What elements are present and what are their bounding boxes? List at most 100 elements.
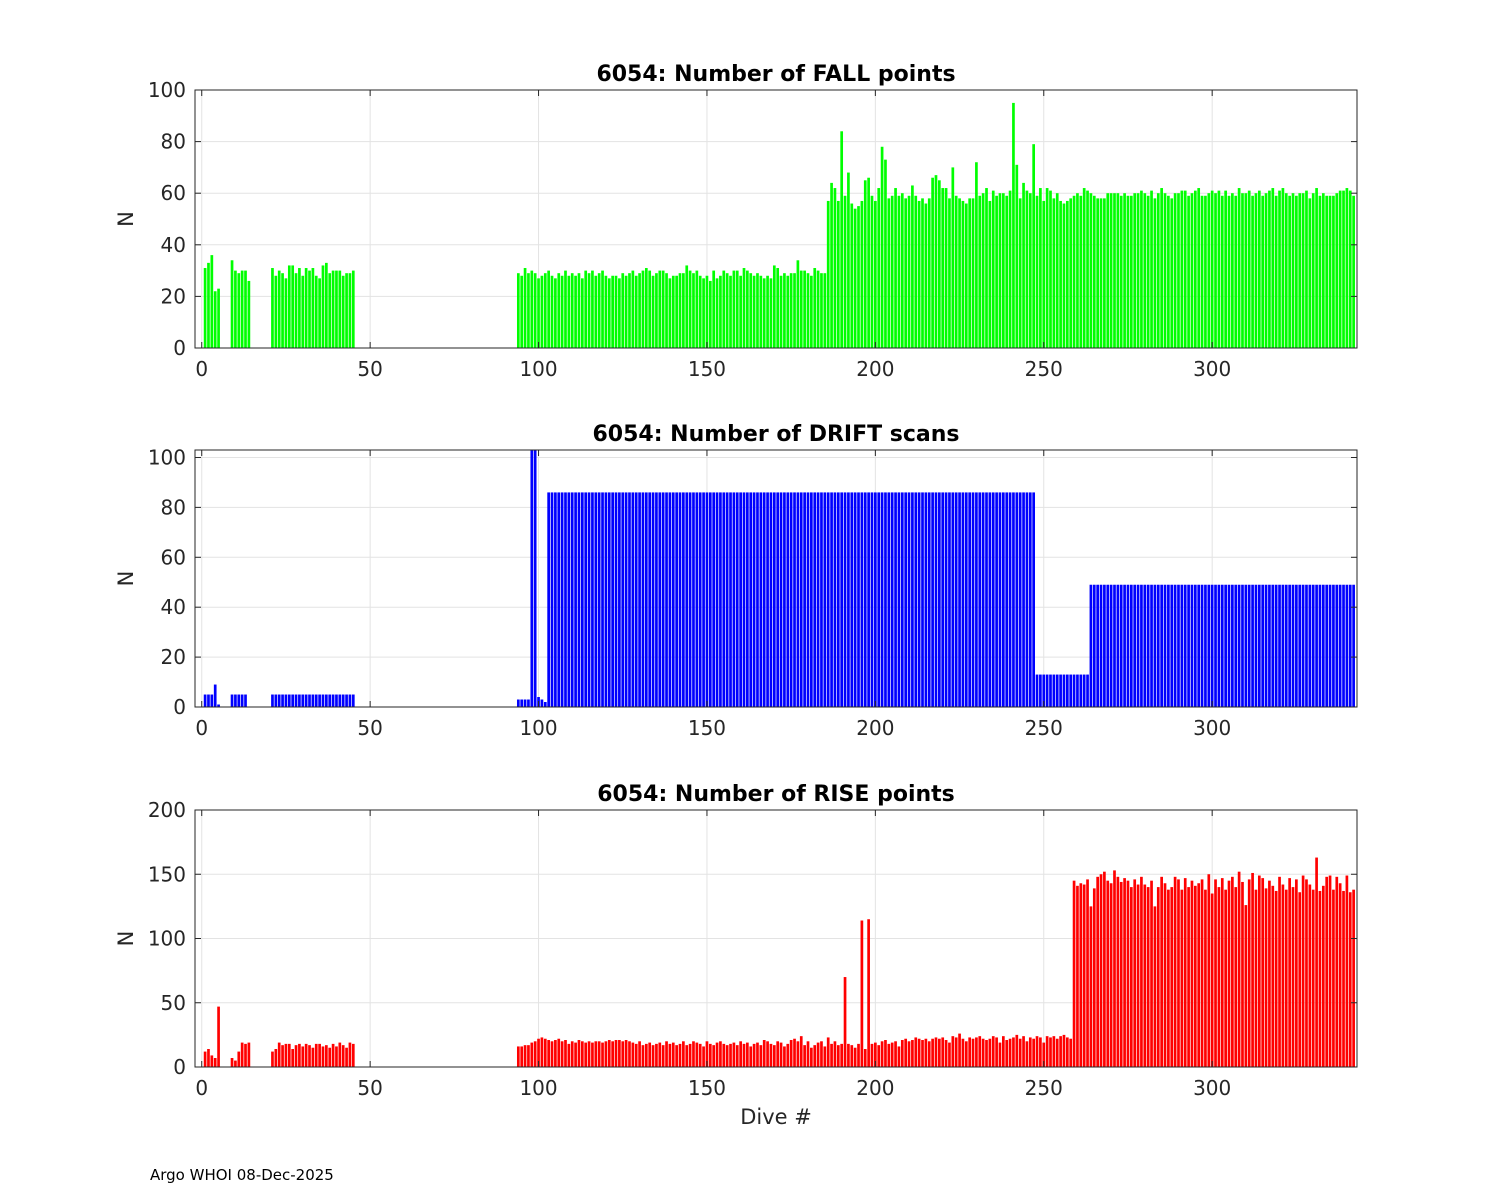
bar xyxy=(614,1040,618,1067)
y-tick-label: 0 xyxy=(173,1055,186,1079)
bar xyxy=(1106,584,1110,707)
bar xyxy=(1200,879,1204,1067)
bar xyxy=(294,694,298,707)
bar xyxy=(1116,876,1120,1067)
bar xyxy=(944,188,948,348)
bar xyxy=(1237,584,1241,707)
bar xyxy=(820,1041,823,1067)
bar xyxy=(1207,874,1211,1067)
bar xyxy=(884,159,887,348)
bar xyxy=(675,275,678,348)
bar xyxy=(769,278,773,348)
bar xyxy=(217,704,220,707)
bar xyxy=(318,278,321,348)
bar xyxy=(749,273,753,348)
bar xyxy=(1163,883,1167,1067)
bar xyxy=(789,492,793,707)
bar xyxy=(1288,878,1291,1067)
bar xyxy=(1338,190,1342,348)
bar xyxy=(294,273,298,348)
bar xyxy=(1335,193,1339,348)
bar xyxy=(550,275,554,348)
bar xyxy=(1052,198,1056,348)
bar xyxy=(665,1041,668,1067)
bar xyxy=(1274,890,1278,1067)
bar xyxy=(277,1042,281,1067)
bar xyxy=(948,492,951,707)
bar xyxy=(1173,876,1177,1067)
bar xyxy=(1089,906,1093,1068)
chart-title: 6054: Number of DRIFT scans xyxy=(592,422,959,447)
bar xyxy=(1119,881,1123,1067)
bar xyxy=(759,275,763,348)
bar xyxy=(739,1041,742,1067)
bar xyxy=(978,492,982,707)
bar xyxy=(523,1045,527,1067)
bar xyxy=(921,1040,924,1067)
y-tick-label: 150 xyxy=(148,862,186,886)
bar xyxy=(1274,584,1278,707)
bar xyxy=(1133,879,1137,1067)
bar xyxy=(338,694,342,707)
bar xyxy=(247,1042,251,1067)
bar xyxy=(1183,584,1187,707)
bar xyxy=(230,1058,234,1067)
bar xyxy=(789,1040,793,1067)
x-tick-label: 100 xyxy=(519,357,557,381)
bar xyxy=(927,1041,931,1067)
bar xyxy=(853,492,857,707)
bar xyxy=(1086,190,1089,348)
bar xyxy=(240,270,244,348)
bar xyxy=(759,1045,763,1067)
bar xyxy=(1308,584,1312,707)
bar xyxy=(975,492,978,707)
bar xyxy=(516,699,520,707)
bar xyxy=(1237,871,1241,1067)
bar xyxy=(1123,878,1126,1067)
bar xyxy=(1241,584,1244,707)
bar xyxy=(729,492,732,707)
bar xyxy=(746,492,749,707)
bar xyxy=(799,492,803,707)
bar xyxy=(722,492,726,707)
bar xyxy=(847,492,850,707)
bar xyxy=(1025,1041,1029,1067)
bar xyxy=(746,1042,749,1067)
x-tick-label: 50 xyxy=(357,1076,382,1100)
bar xyxy=(749,1046,753,1067)
bar xyxy=(971,492,975,707)
bar xyxy=(597,1041,601,1067)
bar xyxy=(325,694,328,707)
bar xyxy=(1183,878,1187,1067)
bar xyxy=(321,265,325,348)
bar xyxy=(900,193,904,348)
bar xyxy=(826,1037,830,1067)
bar xyxy=(954,1037,958,1067)
bar xyxy=(934,1037,938,1067)
bar xyxy=(597,273,601,348)
y-tick-label: 60 xyxy=(161,181,186,205)
bar xyxy=(806,1041,810,1067)
bar xyxy=(577,1040,581,1067)
bar xyxy=(742,268,746,348)
bar xyxy=(1193,584,1197,707)
bar xyxy=(981,193,985,348)
y-tick-label: 40 xyxy=(161,595,186,619)
bar xyxy=(308,694,311,707)
bar xyxy=(1187,195,1190,348)
bar xyxy=(843,195,847,348)
bar xyxy=(203,694,207,707)
bar xyxy=(850,1045,854,1067)
bar xyxy=(1214,584,1217,707)
bar xyxy=(203,268,207,348)
bar xyxy=(1220,584,1224,707)
bar xyxy=(1032,492,1035,707)
bar xyxy=(756,492,759,707)
bar xyxy=(1096,876,1099,1067)
bar xyxy=(695,270,699,348)
bar xyxy=(678,1043,682,1067)
bar xyxy=(351,270,355,348)
bar xyxy=(1214,193,1217,348)
bar xyxy=(567,1043,571,1067)
bar xyxy=(1123,584,1126,707)
